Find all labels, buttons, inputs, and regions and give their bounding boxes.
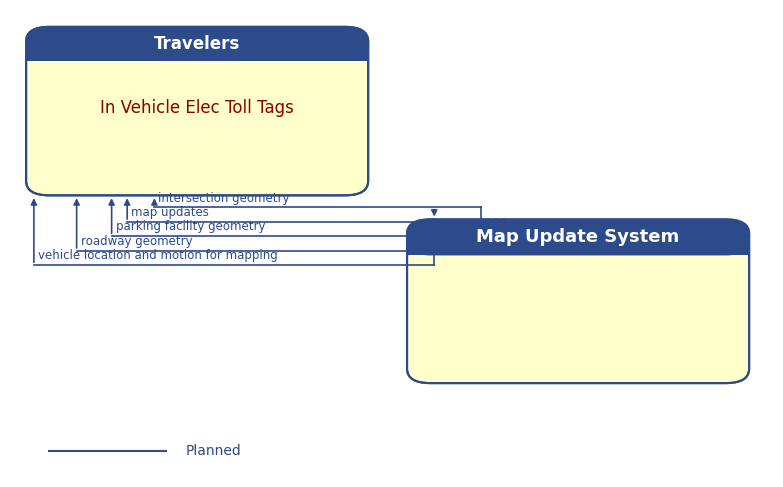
Text: Planned: Planned <box>186 444 241 457</box>
FancyBboxPatch shape <box>407 220 749 256</box>
Text: intersection geometry: intersection geometry <box>158 191 290 205</box>
Text: vehicle location and motion for mapping: vehicle location and motion for mapping <box>38 249 277 262</box>
FancyBboxPatch shape <box>26 27 368 60</box>
Bar <box>26 42 368 60</box>
Text: Map Update System: Map Update System <box>477 228 680 246</box>
FancyBboxPatch shape <box>407 220 749 383</box>
Text: map updates: map updates <box>131 206 209 219</box>
Bar <box>407 236 749 256</box>
Text: Travelers: Travelers <box>154 35 240 53</box>
Text: In Vehicle Elec Toll Tags: In Vehicle Elec Toll Tags <box>100 99 294 117</box>
Text: parking facility geometry: parking facility geometry <box>116 221 265 233</box>
FancyBboxPatch shape <box>26 27 368 195</box>
Text: roadway geometry: roadway geometry <box>81 235 192 248</box>
